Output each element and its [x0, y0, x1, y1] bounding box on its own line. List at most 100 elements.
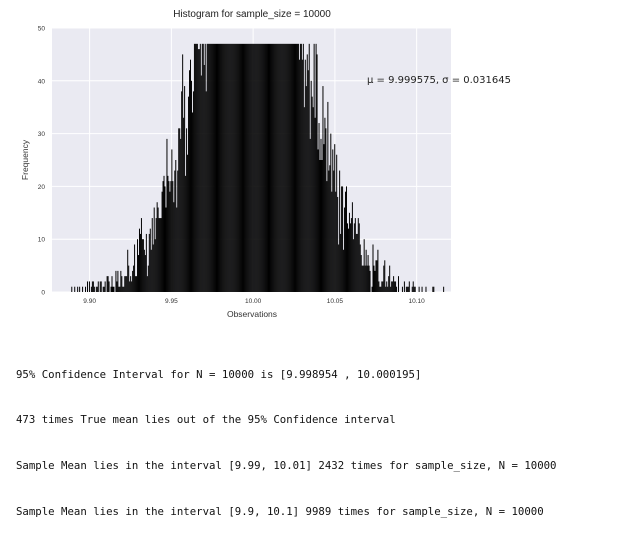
histogram-bar: [156, 218, 157, 292]
histogram-bar: [294, 44, 295, 292]
histogram-bar: [194, 44, 195, 292]
histogram-bar: [122, 287, 123, 292]
histogram-bar: [406, 287, 407, 292]
histogram-bar: [183, 118, 184, 292]
y-tick-labels: 0 10 20 30 40 50: [38, 26, 46, 297]
histogram-bar: [350, 223, 351, 292]
histogram-bar: [333, 171, 334, 292]
histogram-bar: [283, 44, 284, 292]
y-tick-label: 50: [38, 26, 46, 33]
histogram-bar: [394, 281, 395, 292]
histogram-bar: [111, 287, 112, 292]
x-axis-label: Observations: [227, 309, 277, 319]
histogram-bar: [227, 44, 228, 292]
histogram-bar: [274, 44, 275, 292]
histogram-bar: [395, 281, 396, 292]
histogram-bar: [180, 139, 181, 292]
histogram-bar: [131, 281, 132, 292]
histogram-bar: [369, 266, 370, 292]
histogram-bar: [195, 44, 196, 292]
histogram-bar: [178, 128, 179, 292]
x-tick-label: 10.10: [409, 298, 426, 305]
histogram-bar: [349, 213, 350, 292]
histogram-bar: [282, 44, 283, 292]
histogram-bar: [93, 281, 94, 292]
histogram-bar: [105, 281, 106, 292]
histogram-bar: [353, 239, 354, 292]
histogram-bar: [120, 271, 121, 292]
histogram-bar: [140, 234, 141, 292]
histogram-bar: [203, 44, 204, 292]
x-tick-label: 10.05: [327, 298, 344, 305]
histogram-bar: [71, 287, 72, 292]
histogram-bar: [288, 44, 289, 292]
histogram-bar: [237, 44, 238, 292]
histogram-bar: [396, 287, 397, 292]
histogram-bar: [231, 44, 232, 292]
histogram-bar: [339, 171, 340, 292]
histogram-bar: [113, 287, 114, 292]
histogram-bar: [324, 118, 325, 292]
histogram-bar: [150, 229, 151, 292]
histogram-bar: [239, 44, 240, 292]
histogram-bar: [169, 192, 170, 292]
histogram-bar: [382, 281, 383, 292]
histogram-bar: [388, 276, 389, 292]
histogram-bar: [241, 44, 242, 292]
histogram-bar: [290, 44, 291, 292]
histogram-bar: [125, 276, 126, 292]
histogram-bar: [325, 128, 326, 292]
histogram-bar: [354, 223, 355, 292]
histogram-bar: [247, 44, 248, 292]
histogram-bar: [375, 260, 376, 292]
histogram-bar: [412, 287, 413, 292]
interval-wide-line: Sample Mean lies in the interval [9.9, 1…: [16, 504, 557, 519]
histogram-bar: [166, 139, 167, 292]
histogram-bar: [304, 107, 305, 292]
histogram-bar: [307, 54, 308, 292]
histogram-bar: [219, 44, 220, 292]
histogram-bar: [392, 281, 393, 292]
histogram-bar: [82, 287, 83, 292]
histogram-bar: [255, 44, 256, 292]
histogram-bar: [151, 250, 152, 292]
histogram-bar: [356, 234, 357, 292]
histogram-bar: [253, 44, 254, 292]
histogram-bar: [367, 266, 368, 292]
histogram-bar: [92, 281, 93, 292]
histogram-bar: [366, 250, 367, 292]
histogram-bar: [242, 44, 243, 292]
histogram-bar: [252, 44, 253, 292]
histogram-bar: [314, 44, 315, 292]
histogram-bar: [212, 44, 213, 292]
histogram-bar: [258, 44, 259, 292]
histogram-bar: [104, 287, 105, 292]
histogram-bar: [141, 218, 142, 292]
histogram-bar: [276, 44, 277, 292]
histogram-bar: [215, 44, 216, 292]
histogram-bar: [193, 91, 194, 292]
histogram-bar: [383, 266, 384, 292]
histogram-bar: [322, 86, 323, 292]
histogram-bar: [295, 44, 296, 292]
histogram-bar: [343, 250, 344, 292]
histogram-bar: [387, 287, 388, 292]
histogram-bar: [243, 44, 244, 292]
histogram-bar: [361, 255, 362, 292]
histogram-bar: [373, 244, 374, 292]
histogram-bar: [174, 171, 175, 292]
histogram-bar: [107, 276, 108, 292]
histogram-bar: [249, 44, 250, 292]
histogram-bar: [143, 239, 144, 292]
histogram-bar: [381, 281, 382, 292]
histogram-bar: [230, 44, 231, 292]
histogram-bar: [129, 281, 130, 292]
histogram-bar: [149, 234, 150, 292]
histogram-bar: [165, 186, 166, 292]
histogram-bar: [336, 155, 337, 292]
histogram-bar: [236, 44, 237, 292]
histogram-bar: [286, 44, 287, 292]
histogram-bar: [168, 181, 169, 292]
histogram-bar: [389, 266, 390, 292]
histogram-bar: [317, 54, 318, 292]
